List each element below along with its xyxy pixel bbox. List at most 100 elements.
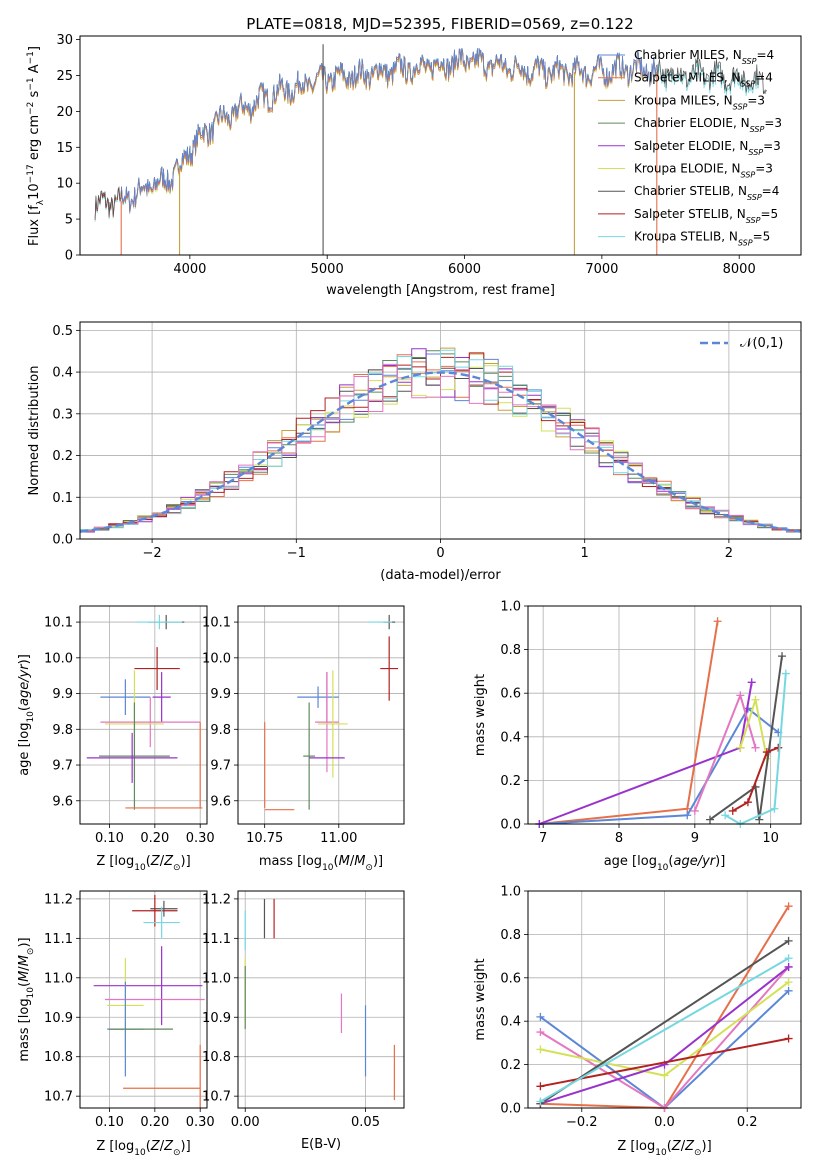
legend-label: Chabrier ELODIE, NSSP=3 bbox=[634, 116, 782, 134]
data-point bbox=[784, 902, 793, 911]
label-part: =3 bbox=[755, 162, 773, 176]
label-part: 10 bbox=[657, 863, 669, 873]
x-tick-label: 0.10 bbox=[95, 831, 124, 846]
series-line bbox=[732, 746, 779, 812]
y-tick-label: 9.8 bbox=[210, 723, 231, 738]
label-part: Z bbox=[150, 854, 161, 869]
x-tick-label: 0.05 bbox=[351, 1115, 380, 1130]
label-part: =3 bbox=[764, 116, 782, 130]
label-part: )] bbox=[702, 1139, 712, 1154]
legend-label: Salpeter ELODIE, NSSP=3 bbox=[634, 139, 781, 157]
data-point bbox=[706, 815, 714, 824]
label-part: =3 bbox=[763, 139, 781, 153]
x-tick-label: 9 bbox=[691, 831, 699, 846]
series-line bbox=[539, 957, 790, 1103]
label-part: Salpeter ELODIE, N bbox=[634, 139, 748, 153]
age_vs_weight-panel: 7 8 9 10 0.0 0.2 0.4 0.6 0.8 1.0 mass weight age [l… bbox=[473, 600, 802, 873]
series-line bbox=[539, 682, 753, 825]
label-part: 10 bbox=[26, 987, 36, 999]
x-tick-label: 0 bbox=[436, 546, 444, 561]
figure-title: PLATE=0818, MJD=52395, FIBERID=0569, z=0… bbox=[246, 15, 633, 33]
axes-frame bbox=[237, 890, 405, 1109]
label-part: )] bbox=[17, 654, 32, 664]
label-part: Salpeter MILES, N bbox=[634, 71, 741, 85]
y-tick-label: 0.1 bbox=[52, 491, 73, 506]
y-tick-label: 9.8 bbox=[52, 723, 73, 738]
y-tick-label: 10.1 bbox=[44, 616, 73, 631]
label-part: ( bbox=[668, 854, 673, 869]
label-part: Kroupa MILES, N bbox=[634, 93, 733, 107]
y-tick-label: 0.2 bbox=[500, 1058, 521, 1073]
residual-panel: −2 −1 0 1 2 0.0 0.1 0.2 0.3 0.4 0.5 𝒩(0,1) (data-mod… bbox=[27, 321, 802, 583]
label-part: Z [log bbox=[617, 1139, 655, 1154]
axes-frame bbox=[237, 605, 405, 825]
legend-label: Chabrier MILES, NSSP=4 bbox=[634, 48, 774, 66]
y-tick-label: 0.5 bbox=[52, 324, 73, 339]
z_vs_age-panel: 0.10 0.20 0.309.69.79.89.910.010.1Z [log10… bbox=[17, 605, 215, 873]
label-part: )] bbox=[17, 937, 32, 947]
x-axis-label: age [log10(age/yr)] bbox=[604, 854, 726, 873]
y-tick-label: 0.3 bbox=[52, 407, 73, 422]
spectrum-line bbox=[121, 48, 657, 211]
data-point bbox=[736, 743, 745, 752]
x-tick-label: 11.00 bbox=[320, 831, 357, 846]
label-part: )] bbox=[373, 854, 383, 869]
label-part: SSP bbox=[741, 170, 756, 179]
label-part: / bbox=[160, 854, 165, 869]
label-part: ⊙ bbox=[26, 948, 36, 956]
label-part: =5 bbox=[760, 207, 778, 221]
label-part: age/yr bbox=[673, 854, 716, 869]
y-axis-label: Flux [fλ10−17 erg cm−2 s−1 A−1] bbox=[26, 46, 46, 246]
label-part: Z bbox=[684, 1139, 695, 1154]
y-tick-label: 9.7 bbox=[210, 759, 231, 774]
label-part: −1 bbox=[26, 77, 36, 90]
x-axis-label: (data-model)/error bbox=[380, 568, 501, 583]
y-tick-label: 10.7 bbox=[44, 1090, 73, 1105]
x-tick-label: 0.20 bbox=[140, 1115, 169, 1130]
data-point bbox=[784, 962, 793, 971]
label-part: age [log bbox=[604, 854, 657, 869]
legend-label: Chabrier STELIB, NSSP=4 bbox=[634, 184, 779, 202]
data-point bbox=[721, 811, 730, 820]
y-tick-label: 11.0 bbox=[202, 971, 231, 986]
data-point bbox=[774, 743, 783, 752]
label-part: 10 bbox=[134, 863, 146, 873]
data-point bbox=[778, 652, 787, 661]
y-tick-label: 0.2 bbox=[52, 449, 73, 464]
x-tick-label: 0.2 bbox=[737, 1115, 758, 1130]
label-part: ⊙ bbox=[365, 863, 373, 873]
y-tick-label: 0.6 bbox=[500, 687, 521, 702]
label-part: / bbox=[17, 966, 32, 971]
y-tick-label: 10.0 bbox=[44, 651, 73, 666]
label-part: Z [log bbox=[96, 1139, 134, 1154]
data-point bbox=[743, 798, 752, 807]
label-part: Z bbox=[150, 1139, 161, 1154]
series-line bbox=[724, 673, 787, 826]
axes-frame bbox=[527, 890, 802, 1109]
y-axis-label: mass weight bbox=[473, 674, 488, 756]
x-tick-label: 6000 bbox=[448, 262, 481, 277]
label-part: M bbox=[17, 971, 32, 982]
label-part: ( bbox=[17, 706, 32, 711]
data-point bbox=[751, 743, 760, 752]
x-tick-label: 0.30 bbox=[186, 831, 215, 846]
data-point bbox=[747, 678, 756, 687]
label-part: −2 bbox=[26, 102, 36, 115]
ebv_vs_mass-panel: 0.00 0.05 10.7 10.8 10.9 11.0 11.1 11.2 E(B-V) bbox=[202, 890, 405, 1152]
label-part: ( bbox=[667, 1139, 672, 1154]
x-tick-label: 0.30 bbox=[186, 1115, 215, 1130]
label-part: )] bbox=[181, 1139, 191, 1154]
data-point bbox=[536, 1012, 545, 1021]
data-point bbox=[770, 804, 779, 813]
label-part: SSP bbox=[750, 125, 765, 134]
x-tick-label: 8000 bbox=[723, 262, 756, 277]
axes-frame bbox=[79, 890, 208, 1109]
label-part: M bbox=[354, 854, 365, 869]
label-part: Z [log bbox=[96, 854, 134, 869]
label-part: SSP bbox=[742, 57, 757, 66]
x-tick-label: 4000 bbox=[173, 262, 206, 277]
legend-label: 𝒩(0,1) bbox=[740, 336, 783, 351]
label-part: Chabrier MILES, N bbox=[634, 48, 742, 62]
label-part: 10 bbox=[655, 1148, 667, 1158]
